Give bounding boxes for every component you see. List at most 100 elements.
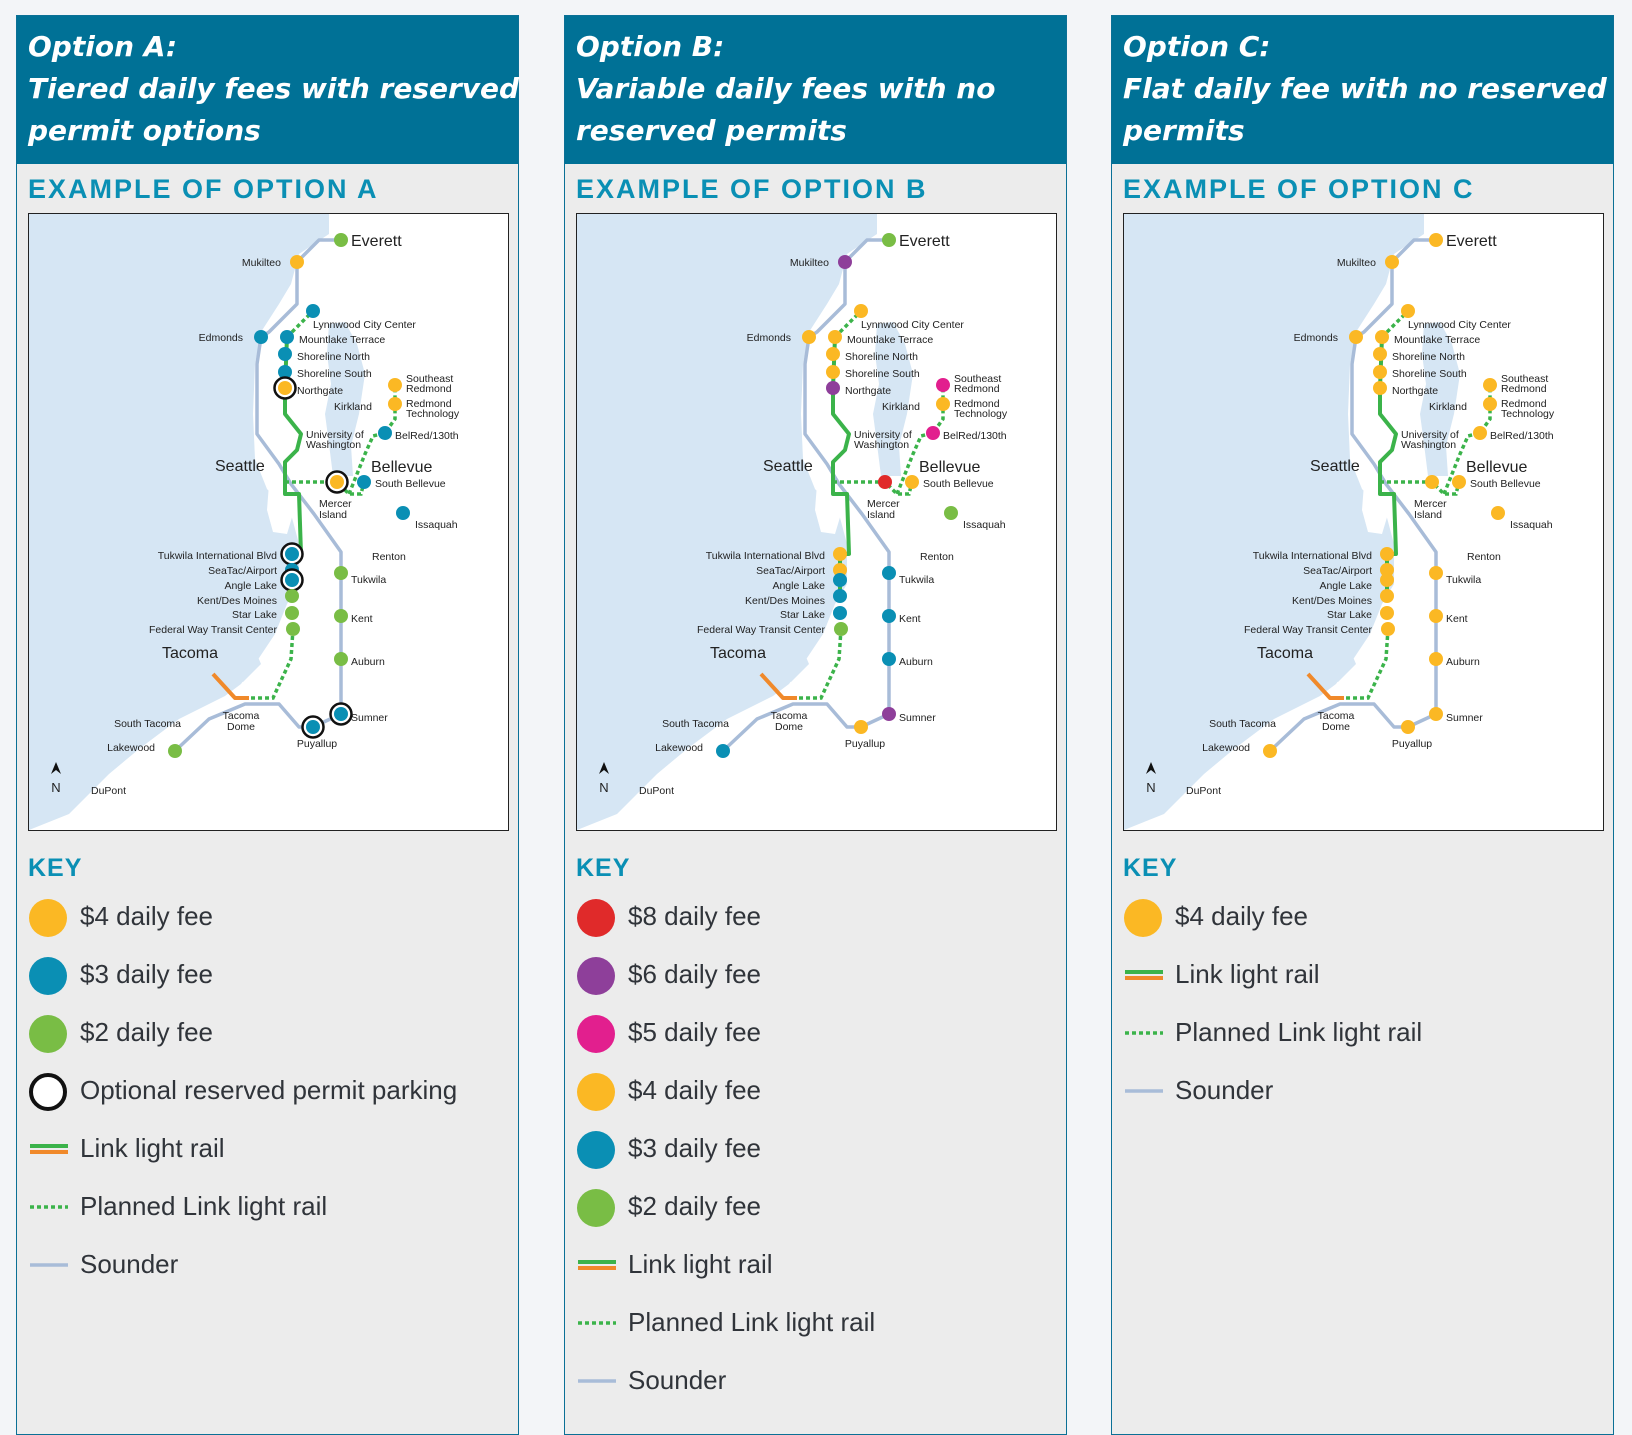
sounder-lines [173, 238, 343, 753]
map-label-south-tacoma: South Tacoma [114, 718, 181, 730]
map-label-uw-1: University of [854, 429, 912, 441]
key-symbol-fee3-icon [29, 957, 67, 995]
map-label-kent-des-moines: Kent/Des Moines [197, 595, 277, 607]
station-marker-auburn [334, 652, 348, 666]
key-symbol-ring-icon [29, 1073, 67, 1111]
key-label: $4 daily fee [628, 1075, 761, 1105]
map-label-seatac: SeaTac/Airport [756, 565, 825, 577]
key-label: $4 daily fee [1175, 901, 1308, 931]
key-symbol-fee2-icon [29, 1015, 67, 1053]
station-marker-lakewood [716, 744, 730, 758]
map-label-tacoma-dome-2: Dome [775, 721, 803, 733]
key-label: Link light rail [80, 1133, 225, 1163]
map-label-mercer-1: Mercer [319, 498, 352, 510]
map-label-seattle: Seattle [215, 458, 265, 475]
example-title: EXAMPLE OF OPTION A [28, 174, 379, 204]
map-label-auburn: Auburn [351, 656, 385, 668]
station-marker-sumner [334, 707, 348, 721]
station-marker-star-lake [1380, 606, 1394, 620]
station-marker-puyallup [854, 720, 868, 734]
key-item: $2 daily fee [28, 1012, 508, 1070]
key-symbol-fee3-icon [577, 1131, 615, 1169]
station-marker-mercer [330, 475, 344, 489]
option-heading: Option C: Flat daily fee with no reserved… [1112, 16, 1613, 164]
map-label-mercer-2: Island [1414, 509, 1442, 521]
map-label-south-bellevue: South Bellevue [1470, 478, 1541, 490]
map-label-mercer-1: Mercer [867, 498, 900, 510]
map-label-renton: Renton [1467, 551, 1501, 563]
station-marker-star-lake [285, 606, 299, 620]
station-marker-redmond-tech [1483, 397, 1497, 411]
station-marker-shoreline-n [278, 347, 292, 361]
map-label-dupont: DuPont [1186, 785, 1221, 797]
station-marker-tukwila [882, 566, 896, 580]
map-label-south-bellevue: South Bellevue [923, 478, 994, 490]
map-label-shoreline-n: Shoreline North [1392, 351, 1465, 363]
station-marker-kent [1429, 609, 1443, 623]
map-label-tacoma-dome-2: Dome [227, 721, 255, 733]
key-label: Link light rail [628, 1249, 773, 1279]
station-marker-belred [378, 426, 392, 440]
option-title: Option B: [576, 30, 725, 63]
map-label-star-lake: Star Lake [780, 609, 825, 621]
option-title: Option A: [28, 30, 178, 63]
stations [1263, 233, 1505, 758]
station-marker-shoreline-s [826, 365, 840, 379]
sounder-lines [721, 238, 891, 753]
key-symbol-planned-icon [578, 1321, 616, 1325]
key-label: Planned Link light rail [628, 1307, 876, 1337]
option-subtitle: permit options [28, 114, 261, 147]
key-symbol-link-icon [1125, 970, 1163, 980]
map-label-se-redmond-2: Redmond [954, 383, 1000, 395]
map-label-sumner: Sumner [899, 712, 936, 724]
key-list: $4 daily fee Link light rail Planned Link … [1123, 896, 1603, 1128]
option-title: Option C: [1123, 30, 1271, 63]
station-marker-seatac [833, 563, 847, 577]
option-subtitle: reserved permits [576, 114, 847, 147]
map-label-issaquah: Issaquah [1510, 519, 1553, 531]
station-marker-everett [1429, 233, 1443, 247]
station-marker-northgate [1373, 381, 1387, 395]
key-item: $5 daily fee [576, 1012, 1056, 1070]
key-item: $4 daily fee [28, 896, 508, 954]
map-label-shoreline-s: Shoreline South [297, 368, 372, 380]
map-label-uw-2: Washington [306, 439, 361, 451]
station-marker-lakewood [168, 744, 182, 758]
map-label-mercer-2: Island [319, 509, 347, 521]
map-label-federal-way: Federal Way Transit Center [149, 624, 277, 636]
map-label-sumner: Sumner [1446, 712, 1483, 724]
map-label-sumner: Sumner [351, 712, 388, 724]
puget-sound-water [29, 214, 365, 830]
map-label-renton: Renton [372, 551, 406, 563]
map-label-tacoma-dome-1: Tacoma [1318, 710, 1355, 722]
station-marker-federal-way [286, 622, 300, 636]
key-label: $5 daily fee [628, 1017, 761, 1047]
station-marker-everett [334, 233, 348, 247]
map-label-north: N [51, 780, 60, 795]
map-label-puyallup: Puyallup [845, 738, 885, 750]
map-label-edmonds: Edmonds [1294, 332, 1338, 344]
map-label-everett: Everett [1446, 233, 1497, 250]
station-marker-mukilteo [838, 255, 852, 269]
key-label: Sounder [80, 1249, 179, 1279]
station-marker-issaquah [396, 506, 410, 520]
map-label-tukwila: Tukwila [351, 574, 386, 586]
station-marker-kent-des-moines [285, 589, 299, 603]
station-marker-federal-way [1381, 622, 1395, 636]
station-marker-mountlake [828, 330, 842, 344]
map-label-se-redmond-1: Southeast [406, 373, 453, 385]
station-marker-mercer [878, 475, 892, 489]
map-label-issaquah: Issaquah [963, 519, 1006, 531]
key-label: $2 daily fee [628, 1191, 761, 1221]
map-label-kent-des-moines: Kent/Des Moines [745, 595, 825, 607]
map-label-bellevue: Bellevue [919, 459, 980, 476]
station-marker-redmond-tech [936, 397, 950, 411]
station-marker-tukwila-intl [1380, 547, 1394, 561]
station-marker-sumner [882, 707, 896, 721]
map-label-uw-2: Washington [1401, 439, 1456, 451]
map-label-south-tacoma: South Tacoma [1209, 718, 1276, 730]
station-marker-edmonds [254, 330, 268, 344]
option-subtitle: Variable daily fees with no [576, 72, 996, 105]
station-marker-tukwila-intl [833, 547, 847, 561]
key-label: $4 daily fee [80, 901, 213, 931]
